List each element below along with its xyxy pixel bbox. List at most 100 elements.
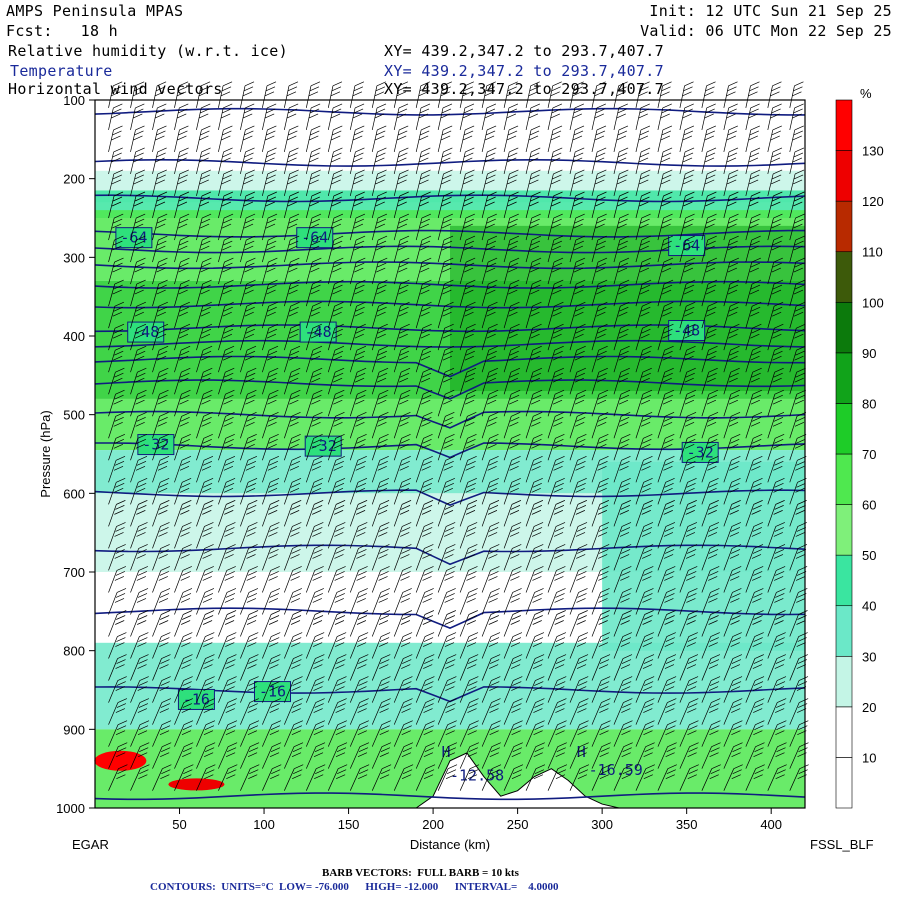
wind-barb (371, 301, 388, 329)
wind-barb (569, 610, 588, 637)
wind-barb (613, 81, 628, 108)
wind-barb (240, 235, 256, 263)
wind-barb (789, 478, 807, 505)
wind-barb (459, 654, 479, 681)
wind-barb (613, 610, 632, 637)
forecast-hour: Fcst: 18 h (6, 22, 118, 40)
contour-label: -16 (259, 683, 286, 701)
wind-barb (305, 610, 325, 637)
wind-barb (547, 764, 568, 791)
wind-barb (591, 566, 610, 593)
wind-barb (327, 279, 344, 307)
wind-barb (767, 345, 784, 373)
wind-barb (481, 742, 501, 769)
wind-barb (745, 764, 765, 791)
colorbar-label: 30 (862, 649, 876, 664)
wind-barb (393, 742, 414, 769)
wind-barb (459, 500, 478, 527)
wind-barb (547, 147, 563, 175)
wind-barb (613, 522, 632, 549)
valid-time: Valid: 06 UTC Mon 22 Sep 25 (640, 22, 892, 40)
wind-barb (130, 213, 146, 241)
wind-barb (657, 279, 674, 307)
wind-barb (196, 213, 212, 241)
wind-barb (152, 566, 170, 593)
wind-barb (437, 411, 455, 439)
wind-barb (305, 676, 325, 703)
wind-barb (789, 566, 808, 593)
wind-barb (701, 433, 719, 461)
wind-barb (547, 301, 564, 329)
wind-barb (591, 81, 606, 108)
wind-barb (437, 191, 453, 219)
wind-barb (525, 720, 545, 747)
wind-barb (657, 191, 673, 219)
wind-barb (218, 81, 233, 108)
wind-barb (657, 81, 672, 108)
wind-barb (240, 654, 259, 681)
wind-barb (591, 191, 607, 219)
wind-barb (481, 456, 499, 483)
wind-barb (218, 456, 236, 483)
wind-barb (789, 588, 808, 615)
wind-barb (635, 522, 654, 549)
wind-barb (218, 654, 237, 681)
wind-barb (723, 676, 743, 703)
wind-barb (108, 478, 126, 505)
wind-barb (679, 147, 695, 175)
plot-area: -64 -64 -64-48 -48 -48-32 -32 -32-16 -16H-12.58… (94, 81, 809, 809)
wind-barb (767, 588, 786, 615)
wind-barb (745, 456, 763, 483)
colorbar-segment (835, 453, 853, 505)
wind-barb (767, 720, 787, 747)
wind-barb (415, 125, 431, 152)
wind-barb (635, 544, 654, 571)
wind-barb (525, 301, 542, 329)
wind-barb (459, 456, 477, 483)
wind-barb (437, 147, 453, 175)
wind-barb (547, 213, 563, 241)
colorbar-segment (835, 99, 853, 151)
wind-barb (305, 566, 324, 593)
wind-barb (503, 433, 521, 461)
wind-barb (635, 103, 650, 130)
wind-barb (415, 389, 433, 417)
wind-barb (635, 632, 654, 659)
wind-barb (789, 103, 804, 130)
wind-barb (767, 147, 783, 175)
colorbar-label: 40 (862, 599, 876, 614)
wind-barb (240, 125, 255, 152)
wind-barb (723, 588, 742, 615)
wind-barb (547, 257, 564, 285)
wind-barb (657, 654, 677, 681)
wind-barb (240, 632, 259, 659)
wind-barb (108, 411, 125, 439)
wind-barb (174, 279, 190, 307)
wind-barb (283, 213, 300, 241)
wind-barb (459, 147, 475, 175)
wind-barb (767, 279, 784, 307)
wind-barb (613, 169, 629, 197)
wind-barb (218, 764, 238, 791)
wind-barb (196, 125, 211, 152)
wind-barb (635, 566, 654, 593)
wind-barb (349, 147, 365, 175)
wind-barb (240, 191, 256, 219)
wind-barb (679, 764, 699, 791)
wind-barb (240, 411, 257, 439)
wind-barb (415, 698, 435, 725)
wind-barb (130, 720, 150, 747)
wind-barb (262, 125, 277, 152)
wind-barb (635, 213, 651, 241)
colorbar: 10 20 30 40 50 60 70 80 90 100 110 120 130% (835, 86, 884, 809)
wind-barb (393, 720, 413, 747)
wind-barb (701, 367, 718, 395)
wind-barb (130, 169, 145, 197)
wind-barb (657, 698, 677, 725)
wind-barb (503, 367, 521, 395)
wind-barb (349, 125, 365, 152)
wind-barb (305, 411, 323, 439)
wind-barb (437, 103, 453, 130)
wind-barb (503, 147, 519, 175)
wind-barb (262, 345, 279, 373)
